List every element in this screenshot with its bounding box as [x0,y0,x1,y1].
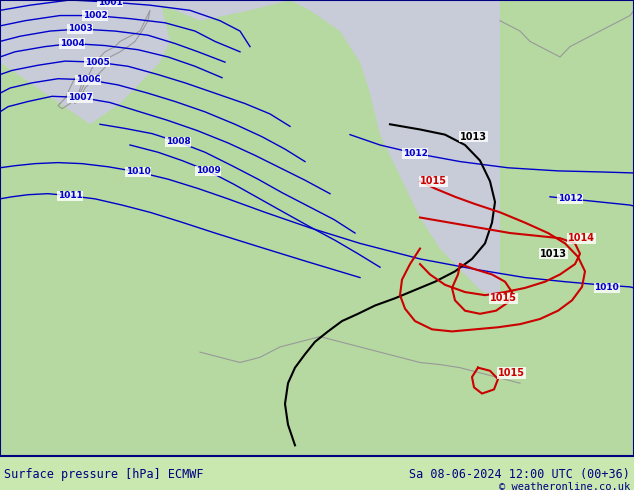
Text: 1013: 1013 [540,249,567,259]
Text: 1014: 1014 [568,233,595,243]
Polygon shape [150,0,500,300]
Text: 1002: 1002 [82,11,107,20]
Text: 1003: 1003 [68,24,93,33]
Text: 1005: 1005 [84,58,110,67]
Text: © weatheronline.co.uk: © weatheronline.co.uk [499,482,630,490]
Text: 1013: 1013 [460,132,487,142]
Text: 1012: 1012 [403,149,427,158]
Text: Surface pressure [hPa] ECMWF: Surface pressure [hPa] ECMWF [4,468,204,481]
Text: 1015: 1015 [498,368,525,378]
Text: 1010: 1010 [594,283,619,293]
Text: 1004: 1004 [60,39,84,48]
Text: 1006: 1006 [75,75,100,84]
Text: 1011: 1011 [58,191,82,200]
Text: 1001: 1001 [98,0,122,6]
Text: Sa 08-06-2024 12:00 UTC (00+36): Sa 08-06-2024 12:00 UTC (00+36) [409,468,630,481]
Text: 1007: 1007 [68,93,93,102]
Text: 1010: 1010 [126,168,150,176]
Text: 1009: 1009 [195,167,221,175]
Text: 1015: 1015 [490,294,517,303]
Text: 1015: 1015 [420,176,447,186]
Text: 1008: 1008 [165,137,190,147]
Polygon shape [0,0,170,124]
Text: 1012: 1012 [557,195,583,203]
